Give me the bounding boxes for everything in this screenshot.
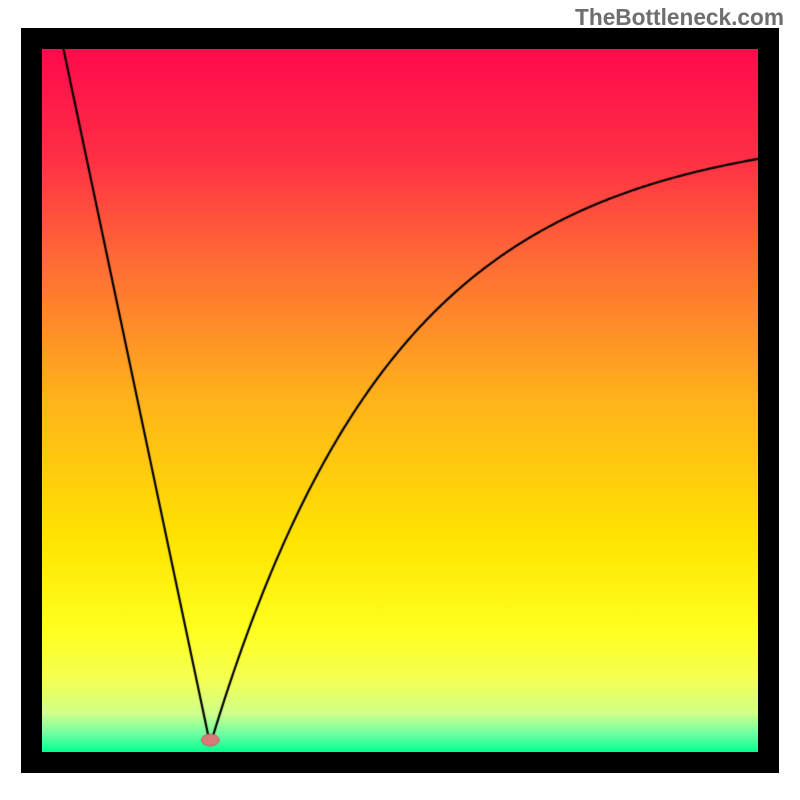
curve-canvas	[42, 49, 758, 752]
watermark-text: TheBottleneck.com	[575, 4, 784, 31]
plot-area	[42, 49, 758, 752]
chart-stage: TheBottleneck.com	[0, 0, 800, 800]
